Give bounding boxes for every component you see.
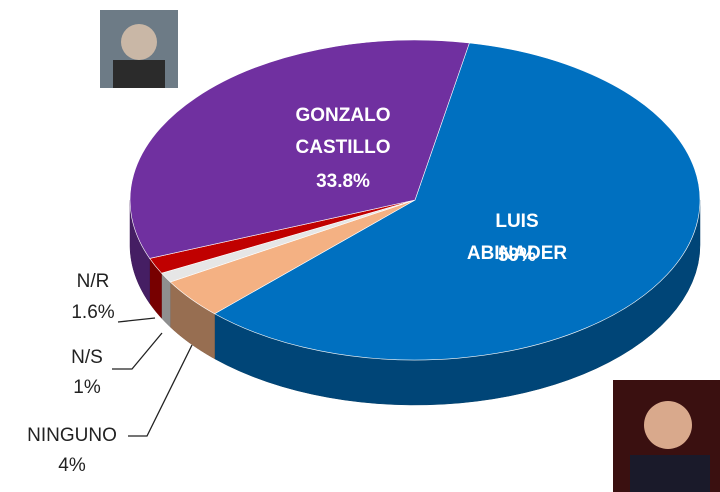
leader-line (112, 332, 163, 370)
photo-face (644, 401, 692, 449)
slice (129, 39, 470, 259)
value-label: 59% (497, 245, 537, 266)
leader-line (128, 344, 193, 437)
photo-face (121, 24, 157, 60)
leader-line (117, 317, 156, 323)
category-label: N/R (76, 271, 110, 292)
value-label: 33.8% (316, 171, 370, 192)
value-label: 4% (58, 455, 86, 476)
slice (213, 42, 701, 361)
category-label: GONZALO CASTILLO (295, 105, 391, 158)
value-label: 1% (73, 377, 101, 398)
photo-body (113, 60, 165, 88)
category-label: LUIS ABINADER (466, 211, 568, 264)
value-label: 1.6% (71, 302, 115, 323)
category-label: N/S (71, 347, 103, 368)
photo-body (630, 455, 710, 492)
slice-side (161, 272, 171, 328)
category-label: NINGUNO (27, 425, 117, 446)
